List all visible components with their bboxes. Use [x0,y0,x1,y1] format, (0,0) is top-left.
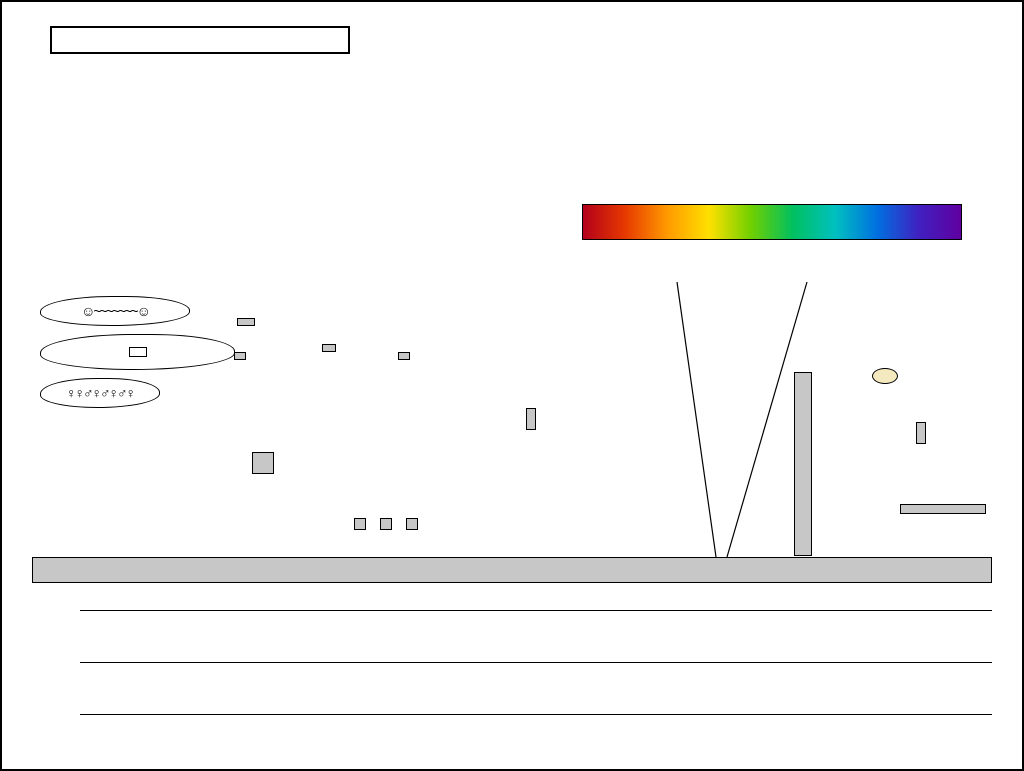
visible-light-block [582,202,962,250]
title-box [50,26,350,54]
ann-shouting [237,318,255,326]
axis-freq [32,642,992,690]
ann-sinister [900,504,986,514]
ann-ham [322,344,336,352]
potato-icon [872,368,898,384]
band-strip [32,557,992,583]
ann-censored [794,372,812,556]
axis-lambda [32,590,992,638]
visible-spectrum-strip [582,204,962,240]
axis-q [32,694,992,742]
ann-kosher [398,352,410,360]
absorption-section [486,16,986,22]
mid-annotations [2,312,1022,552]
ann-cia [234,352,246,360]
